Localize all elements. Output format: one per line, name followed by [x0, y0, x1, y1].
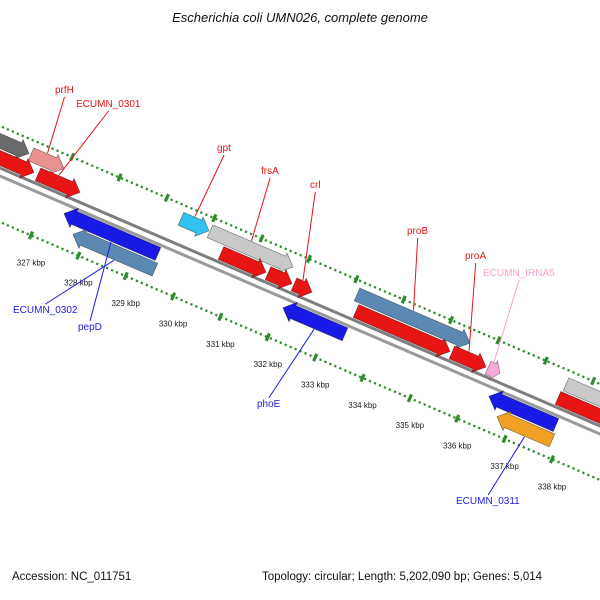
ruler-line-upper: [0, 124, 600, 386]
ruler-tick: [542, 356, 549, 366]
ruler-tick: [312, 353, 319, 362]
ruler-label-6: 333 kbp: [301, 381, 330, 390]
gene-label-ECUMN_0311[interactable]: ECUMN_0311: [456, 496, 520, 507]
ruler-label-5: 332 kbp: [254, 360, 283, 369]
ruler-tick: [211, 213, 218, 223]
ruler-tick: [454, 414, 461, 423]
gene-leader-prfH: [47, 96, 65, 154]
gene-proA[interactable]: [448, 345, 487, 373]
gene-label-ECUMN_0301[interactable]: ECUMN_0301: [76, 99, 141, 110]
gene-ECUMN_0301[interactable]: [34, 167, 81, 199]
gene-label-proB[interactable]: proB: [407, 226, 428, 237]
gene-label-ECUMN_0302[interactable]: ECUMN_0302: [13, 305, 78, 316]
ruler-label-8: 335 kbp: [396, 421, 425, 430]
gene-leader-pepD: [89, 241, 112, 322]
ruler-tick: [548, 454, 556, 464]
gene-gene-blue-1[interactable]: [488, 390, 560, 432]
genome-backbone-upper: [0, 166, 600, 428]
gene-leader-frsA: [251, 177, 271, 241]
ruler-tick: [264, 332, 271, 342]
status-accession: Accession: NC_011751: [12, 571, 132, 583]
ruler-tick: [122, 271, 129, 281]
gene-gene-red-3[interactable]: [264, 266, 293, 290]
gene-leader-phoE: [268, 329, 315, 399]
gene-leader-ECUMN_0311: [487, 436, 525, 496]
gene-gene-red-4[interactable]: [352, 304, 451, 358]
status-summary: Topology: circular; Length: 5,202,090 bp…: [262, 571, 543, 583]
ruler-label-2: 329 kbp: [111, 299, 140, 308]
gene-label-proA[interactable]: proA: [465, 251, 486, 262]
gene-label-gpt[interactable]: gpt: [217, 143, 231, 154]
gene-phoE[interactable]: [282, 301, 349, 342]
ruler-tick: [27, 230, 35, 240]
ruler-label-9: 336 kbp: [443, 442, 472, 451]
gene-ECUMN_tRNA5[interactable]: [484, 359, 501, 381]
gene-label-phoE[interactable]: phoE: [257, 399, 281, 410]
gene-pepD[interactable]: [63, 207, 162, 261]
gene-leader-proB: [413, 237, 419, 311]
gene-label-pepD[interactable]: pepD: [78, 322, 102, 333]
gene-frsA[interactable]: [206, 224, 294, 273]
ruler-tick: [305, 254, 313, 264]
ruler-tick: [75, 251, 82, 261]
gene-crl[interactable]: [290, 277, 313, 299]
ruler-tick: [217, 312, 224, 322]
gene-leader-crl: [302, 191, 316, 281]
gene-leader-gpt: [194, 154, 225, 217]
gene-ECUMN_0302[interactable]: [72, 228, 159, 277]
ruler-label-4: 331 kbp: [206, 340, 235, 349]
gene-ECUMN_0311[interactable]: [496, 410, 556, 448]
gene-leader-ECUMN_0301: [58, 110, 109, 176]
gene-gpt[interactable]: [177, 211, 210, 237]
ruler-tick: [495, 335, 502, 345]
page-title: Escherichia coli UMN026, complete genome: [172, 10, 428, 25]
gene-label-frsA[interactable]: frsA: [261, 166, 279, 177]
ruler-label-0: 327 kbp: [17, 258, 46, 267]
ruler-tick: [258, 234, 265, 243]
ruler-label-10: 337 kbp: [490, 462, 519, 471]
gene-label-prfH[interactable]: prfH: [55, 85, 74, 96]
ruler-tick: [116, 173, 123, 182]
ruler-tick: [590, 376, 597, 386]
ruler-label-11: 338 kbp: [538, 482, 567, 491]
ruler-tick: [359, 373, 366, 383]
ruler-tick: [406, 393, 413, 403]
ruler-tick: [163, 193, 170, 203]
gene-gene-gray-1[interactable]: [0, 127, 30, 160]
ruler-tick: [448, 315, 455, 325]
gene-gene-red-2[interactable]: [217, 246, 267, 279]
gene-leader-proA: [468, 262, 477, 352]
ruler-label-7: 334 kbp: [348, 401, 377, 410]
ruler-tick: [400, 295, 407, 304]
gene-label-crl[interactable]: crl: [310, 180, 321, 191]
ruler-tick: [501, 434, 508, 444]
ruler-tick: [353, 274, 360, 284]
genome-backbone-lower: [0, 174, 600, 436]
gene-proB[interactable]: [353, 287, 471, 350]
gene-gene-red-1[interactable]: [0, 144, 35, 179]
gene-leader-ECUMN_0302: [45, 259, 115, 305]
gene-label-ECUMN_tRNA5[interactable]: ECUMN_tRNA5: [483, 268, 555, 279]
gene-leader-ECUMN_tRNA5: [493, 279, 520, 363]
ruler-tick: [170, 292, 177, 301]
gene-gene-red-5[interactable]: [554, 391, 600, 430]
gene-prfH[interactable]: [27, 147, 65, 175]
ruler-tick: [69, 152, 76, 162]
ruler-label-3: 330 kbp: [159, 319, 188, 328]
gene-gene-gray-2[interactable]: [562, 377, 600, 412]
